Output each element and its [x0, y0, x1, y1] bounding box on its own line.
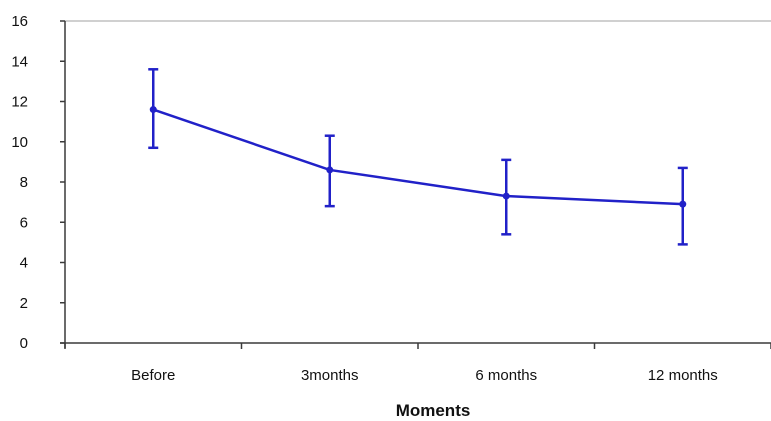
x-tick-label: 6 months: [475, 367, 537, 384]
y-tick-label: 2: [20, 295, 28, 312]
y-tick-label: 4: [20, 255, 28, 272]
x-axis-ticks: Before 3months 6 months 12 months: [64, 343, 771, 384]
data-point: [326, 166, 334, 174]
y-tick-label: 10: [11, 134, 28, 151]
data-point: [679, 200, 687, 208]
series-layer: [148, 68, 688, 246]
data-point: [149, 106, 157, 114]
y-tick-label: 12: [11, 94, 28, 111]
y-tick-label: 0: [20, 335, 28, 352]
y-tick-label: 16: [11, 13, 28, 30]
y-tick-label: 14: [11, 53, 28, 70]
y-axis-ticks: 0 2 4 6 8 10 12 14 16: [11, 13, 65, 352]
x-tick-label: 12 months: [648, 367, 718, 384]
x-axis-title: Moments: [396, 401, 471, 420]
y-tick-label: 6: [20, 214, 28, 231]
x-tick-label: Before: [131, 367, 175, 384]
data-point: [502, 192, 510, 200]
y-tick-label: 8: [20, 174, 28, 191]
series-line: [152, 108, 683, 206]
axes: [60, 20, 771, 348]
x-tick-label: 3months: [301, 367, 359, 384]
